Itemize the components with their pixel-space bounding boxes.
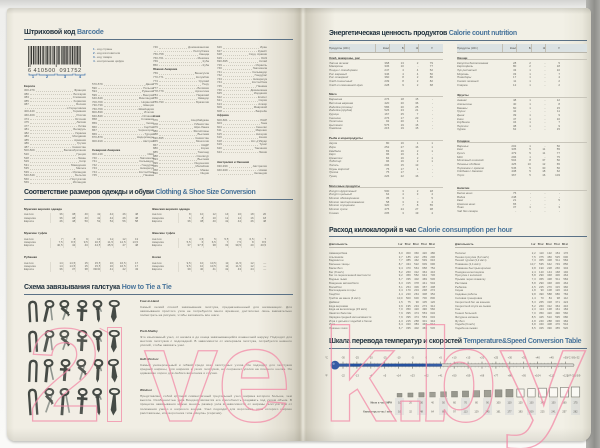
svg-text:175: 175 [573,402,578,405]
svg-text:(t°F-32)·5/9: (t°F-32)·5/9 [567,374,581,378]
svg-text:80: 80 [442,411,445,414]
svg-text:-10: -10 [397,356,401,360]
svg-text:+32: +32 [424,374,429,378]
svg-text:+25: +25 [494,356,499,360]
svg-text:t°C·9/5+32: t°C·9/5+32 [567,356,580,360]
svg-text:+45: +45 [549,356,554,360]
svg-text:+122: +122 [562,374,568,378]
svg-text:113: 113 [464,411,469,414]
svg-text:-13: -13 [355,374,359,378]
svg-text:100: 100 [496,402,501,405]
svg-text:+50: +50 [452,374,457,378]
svg-text:64: 64 [431,411,434,414]
svg-text:161: 161 [496,411,501,414]
svg-text:+20: +20 [480,356,485,360]
svg-text:1: 1 [32,74,35,78]
svg-text:+23: +23 [410,374,415,378]
svg-text:+50: +50 [563,356,568,360]
svg-text:140: 140 [540,402,545,405]
svg-text:130: 130 [529,402,534,405]
svg-text:145: 145 [485,411,490,414]
svg-text:+77: +77 [494,374,499,378]
svg-text:-5: -5 [411,356,414,360]
svg-text:6: 6 [28,68,31,74]
svg-text:30: 30 [420,402,423,405]
svg-text:+10: +10 [452,356,457,360]
svg-text:4: 4 [79,74,82,78]
svg-text:3: 3 [64,74,67,78]
svg-text:+68: +68 [480,374,485,378]
svg-text:Мили в час / MPH: Мили в час / MPH [370,402,392,405]
svg-text:241: 241 [551,411,556,414]
svg-text:+95: +95 [521,374,526,378]
svg-text:70: 70 [464,402,467,405]
svg-text:-20: -20 [369,356,373,360]
svg-text:+5: +5 [439,356,443,360]
svg-text:225: 225 [540,411,545,414]
svg-text:193: 193 [518,411,523,414]
svg-text:150: 150 [551,402,556,405]
svg-text:257: 257 [562,411,567,414]
svg-text:+104: +104 [535,374,541,378]
svg-text:-25: -25 [355,356,359,360]
svg-text:-15: -15 [383,356,387,360]
svg-text:+5: +5 [383,374,387,378]
svg-text:0: 0 [426,356,428,360]
svg-text:+86: +86 [508,374,513,378]
svg-text:-30: -30 [341,356,345,360]
svg-text:160: 160 [562,402,567,405]
svg-text:90: 90 [486,402,489,405]
svg-text:97: 97 [453,411,456,414]
svg-text:Километры в час / км/ч: Километры в час / км/ч [363,411,392,414]
svg-text:-4: -4 [370,374,373,378]
svg-text:129: 129 [474,411,479,414]
svg-text:60: 60 [453,402,456,405]
svg-text:+14: +14 [396,374,401,378]
svg-text:177: 177 [507,411,512,414]
svg-text:10: 10 [398,402,401,405]
svg-text:110: 110 [508,402,513,405]
svg-text:40: 40 [431,402,434,405]
svg-text:-22: -22 [341,374,345,378]
svg-text:+113: +113 [549,374,555,378]
svg-text:80: 80 [475,402,478,405]
svg-text:48: 48 [420,411,423,414]
svg-text:410500: 410500 [34,68,56,74]
svg-text:50: 50 [442,402,445,405]
svg-text:209: 209 [529,411,534,414]
svg-text:+35: +35 [521,356,526,360]
svg-text:+59: +59 [466,374,471,378]
svg-text:+30: +30 [508,356,513,360]
svg-text:091752: 091752 [60,68,82,74]
svg-text:+41: +41 [438,374,443,378]
svg-text:16: 16 [398,411,401,414]
svg-text:2: 2 [46,74,49,78]
svg-text:20: 20 [409,402,412,405]
svg-text:32: 32 [409,411,412,414]
svg-text:120: 120 [518,402,523,405]
svg-text:°F: °F [325,374,328,378]
svg-text:+40: +40 [535,356,540,360]
svg-text:°C: °C [325,356,328,360]
svg-text:+15: +15 [466,356,471,360]
svg-text:282: 282 [573,411,578,414]
